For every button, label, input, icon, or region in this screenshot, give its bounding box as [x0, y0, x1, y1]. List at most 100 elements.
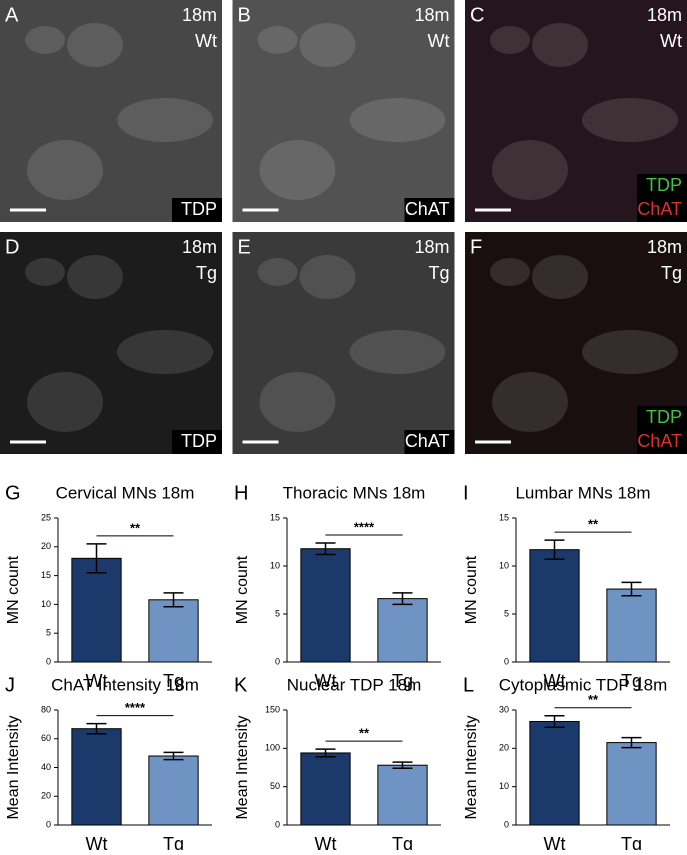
panel-letter: I — [463, 482, 469, 504]
x-tick-label: Wt — [544, 834, 566, 850]
micrograph — [232, 232, 455, 454]
x-tick-label: Tg — [163, 671, 184, 691]
cell — [117, 98, 213, 142]
genotype-label: Tg — [428, 263, 449, 283]
panel-letter: B — [238, 4, 251, 26]
y-axis-label: Mean Intensity — [234, 715, 251, 819]
cell — [257, 258, 298, 286]
y-tick-label: 5 — [275, 608, 280, 618]
error-bar — [621, 581, 642, 597]
bar — [71, 557, 122, 663]
bar — [377, 764, 428, 826]
stain-label-bg — [637, 406, 687, 430]
micrograph — [0, 0, 222, 222]
error-bar — [544, 539, 565, 561]
panel-letter: K — [234, 674, 248, 696]
cell — [490, 258, 530, 286]
bar — [300, 752, 351, 826]
x-tick-label: Tg — [621, 834, 642, 850]
cell — [257, 26, 298, 54]
y-tick-label: 50 — [270, 781, 280, 791]
y-tick-label: 10 — [41, 599, 51, 609]
x-tick-label: Tg — [621, 671, 642, 691]
cell — [492, 140, 568, 200]
error-bar — [544, 715, 565, 728]
y-axis-label: Mean Intensity — [463, 715, 480, 819]
y-tick-label: 20 — [41, 541, 51, 551]
error-bar — [86, 543, 107, 574]
cell — [532, 23, 588, 67]
panel-letter: F — [470, 236, 482, 258]
stain-label: ChAT — [405, 431, 450, 451]
bar — [71, 728, 122, 826]
y-axis-label: MN count — [463, 555, 480, 624]
panel-letter: H — [234, 482, 248, 504]
error-bar — [392, 761, 413, 770]
y-tick-label: 15 — [41, 570, 51, 580]
cell — [582, 98, 678, 142]
stain-label-bg — [637, 174, 687, 198]
chart-title: ChAT Intensity 18m — [51, 675, 199, 694]
y-tick-label: 0 — [46, 656, 51, 666]
error-bar — [163, 751, 184, 761]
genotype-label: Tg — [196, 263, 217, 283]
bar — [529, 549, 580, 663]
y-tick-label: 40 — [41, 762, 51, 772]
stain-label-bg — [637, 430, 687, 454]
significance-label: ** — [130, 520, 141, 535]
cell — [349, 330, 446, 374]
stain-label-bg — [172, 430, 222, 454]
panel-letter: J — [5, 674, 15, 696]
bar — [300, 548, 351, 663]
age-label: 18m — [647, 237, 682, 257]
y-tick-label: 5 — [46, 628, 51, 638]
chart-title: Nuclear TDP 18m — [287, 675, 421, 694]
chart-title: Thoracic MNs 18m — [283, 483, 426, 502]
panel-letter: C — [470, 4, 484, 26]
significance-label: ** — [588, 517, 599, 532]
cell — [532, 255, 588, 299]
micrograph — [232, 0, 455, 222]
error-bar — [621, 736, 642, 749]
bar — [606, 742, 657, 826]
stain-label-bg — [172, 198, 222, 222]
y-tick-label: 20 — [41, 791, 51, 801]
chart-title: Lumbar MNs 18m — [515, 483, 650, 502]
y-tick-label: 100 — [265, 743, 280, 753]
error-bar — [315, 542, 336, 556]
y-tick-label: 15 — [499, 512, 509, 522]
panel-letter: G — [5, 482, 21, 504]
genotype-label: Tg — [661, 263, 682, 283]
y-tick-label: 80 — [41, 704, 51, 714]
cell — [67, 23, 123, 67]
y-tick-label: 10 — [499, 781, 509, 791]
error-bar — [315, 748, 336, 758]
age-label: 18m — [414, 5, 449, 25]
significance-label: **** — [354, 519, 375, 534]
cell — [117, 330, 213, 374]
chart-title: Cytoplasmic TDP 18m — [499, 675, 667, 694]
stain-label: TDP — [181, 431, 217, 451]
y-tick-label: 0 — [275, 819, 280, 829]
y-axis-label: Mean Intensity — [5, 715, 22, 819]
y-tick-label: 0 — [504, 656, 509, 666]
y-tick-label: 150 — [265, 704, 280, 714]
stain-label: TDP — [181, 199, 217, 219]
micrograph — [0, 232, 222, 454]
x-tick-label: Tg — [392, 671, 413, 691]
significance-label: ** — [359, 726, 370, 741]
panel-letter: E — [238, 236, 251, 258]
cell — [492, 372, 568, 432]
error-bar — [163, 592, 184, 608]
cell — [27, 372, 103, 432]
y-axis-label: MN count — [5, 555, 22, 624]
stain-label: ChAT — [405, 199, 450, 219]
x-tick-label: Wt — [86, 834, 108, 850]
error-bar — [392, 592, 413, 606]
panel-letter: L — [463, 674, 474, 696]
stain-label-bg — [637, 198, 687, 222]
y-tick-label: 5 — [504, 608, 509, 618]
age-label: 18m — [182, 5, 217, 25]
significance-label: **** — [125, 700, 146, 715]
